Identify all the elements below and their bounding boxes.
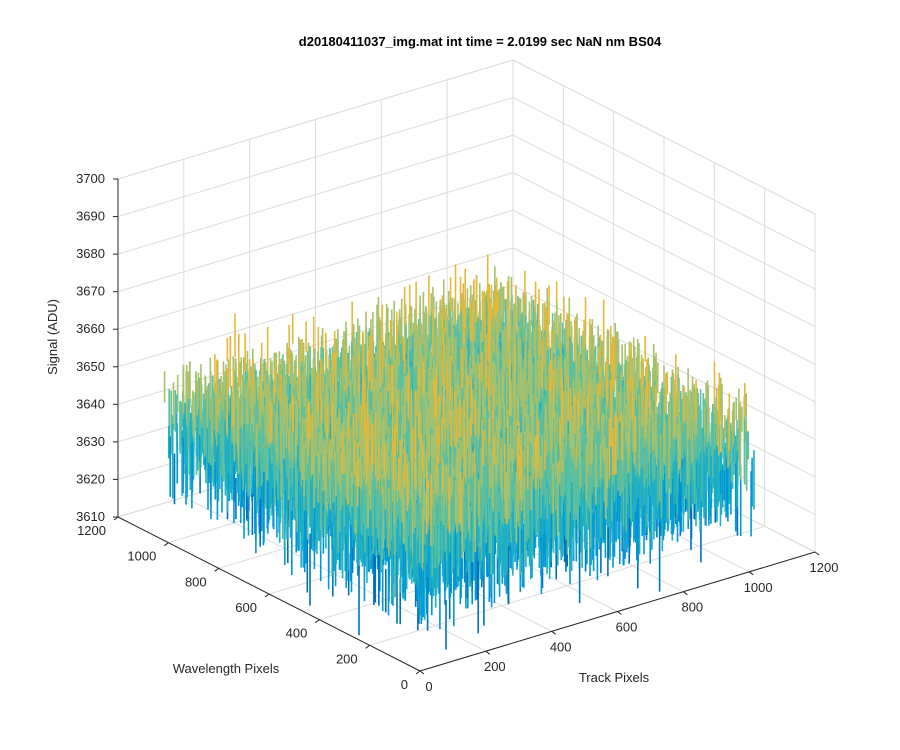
side-wall-gridline-z [512,172,816,328]
side-wall-gridline-z [512,134,816,290]
back-wall-gridline-z [117,247,514,368]
side-wall-gridline-z [512,97,816,253]
chart-title: d20180411037_img.mat int time = 2.0199 s… [299,34,662,49]
box-edge [117,59,514,180]
surface-spikes [163,254,755,650]
side-wall-gridline-z [512,247,816,403]
back-wall-gridline-z [117,134,514,255]
back-wall-gridline-z [117,209,514,330]
floor-gridline-y [369,525,765,646]
back-wall-gridline-z [117,172,514,293]
side-wall-gridline-z [512,209,816,365]
back-wall-gridline-z [117,97,514,218]
box-edge [512,59,816,215]
